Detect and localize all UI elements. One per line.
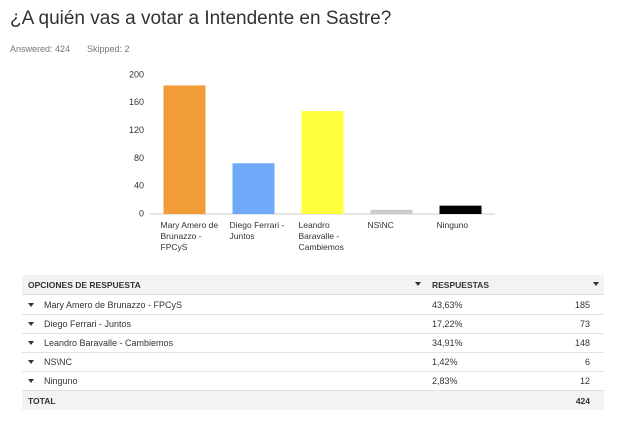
bar <box>370 209 413 214</box>
bar <box>301 111 344 214</box>
count: 6 <box>584 357 590 367</box>
percent: 43,63% <box>432 300 463 310</box>
y-tick-label: 160 <box>129 97 144 107</box>
answered-label: Answered: <box>10 44 53 54</box>
table-row[interactable]: Mary Amero de Brunazzo - FPCyS 43,63% 185 <box>22 295 604 315</box>
skipped-count: 2 <box>124 44 130 54</box>
expand-caret <box>28 341 34 345</box>
y-tick-label: 80 <box>134 153 144 163</box>
count: 185 <box>574 300 590 310</box>
percent: 34,91% <box>432 338 463 348</box>
skipped: Skipped: 2 <box>87 44 130 54</box>
answered: Answered: 424 <box>10 44 70 54</box>
bar <box>232 163 275 214</box>
option-name: Diego Ferrari - Juntos <box>44 319 132 329</box>
expand-caret <box>28 322 34 326</box>
y-tick-label: 200 <box>129 69 144 79</box>
y-tick-label: 40 <box>134 181 144 191</box>
bar <box>163 85 206 214</box>
x-tick-label: Diego Ferrari - Juntos <box>229 220 285 241</box>
count: 73 <box>579 319 590 329</box>
table-header: OPCIONES DE RESPUESTA RESPUESTAS <box>22 275 604 295</box>
expand-caret <box>28 379 34 383</box>
chart: 0 40 80 120 160 200 <box>129 69 495 218</box>
percent: 2,83% <box>432 376 458 386</box>
percent: 17,22% <box>432 319 463 329</box>
sort-caret <box>593 282 599 286</box>
total-label: TOTAL <box>28 396 56 406</box>
x-tick-label: NS\NC <box>367 220 394 230</box>
option-name: NS\NC <box>44 357 73 367</box>
x-tick-label: Leandro Baravalle - Cambiemos <box>298 220 344 252</box>
answered-count: 424 <box>55 44 71 54</box>
x-tick-label: Ninguno <box>436 220 469 230</box>
y-tick-label: 0 <box>139 208 144 218</box>
x-tick-label: Mary Amero de Brunazzo - FPCyS <box>160 220 219 252</box>
y-tick-label: 120 <box>129 125 144 135</box>
table-row[interactable]: Leandro Baravalle - Cambiemos 34,91% 148 <box>22 333 604 353</box>
option-name: Leandro Baravalle - Cambiemos <box>44 338 174 348</box>
option-name: Mary Amero de Brunazzo - FPCyS <box>44 300 183 310</box>
count: 148 <box>574 338 590 348</box>
expand-caret <box>28 303 34 307</box>
total-row: TOTAL 424 <box>22 391 604 410</box>
option-name: Ninguno <box>44 376 78 386</box>
skipped-label: Skipped: <box>87 44 123 54</box>
table-row[interactable]: NS\NC 1,42% 6 <box>22 352 604 372</box>
expand-caret <box>28 360 34 364</box>
column-header: RESPUESTAS <box>432 280 489 290</box>
table-row[interactable]: Ninguno 2,83% 12 <box>22 371 604 391</box>
percent: 1,42% <box>432 357 458 367</box>
question-title: ¿A quién vas a votar a Intendente en Sas… <box>10 8 392 29</box>
bar <box>439 205 482 214</box>
count: 12 <box>579 376 590 386</box>
column-header: OPCIONES DE RESPUESTA <box>28 280 141 290</box>
total-count: 424 <box>575 396 590 406</box>
sort-caret <box>415 282 421 286</box>
table-row[interactable]: Diego Ferrari - Juntos 17,22% 73 <box>22 314 604 334</box>
